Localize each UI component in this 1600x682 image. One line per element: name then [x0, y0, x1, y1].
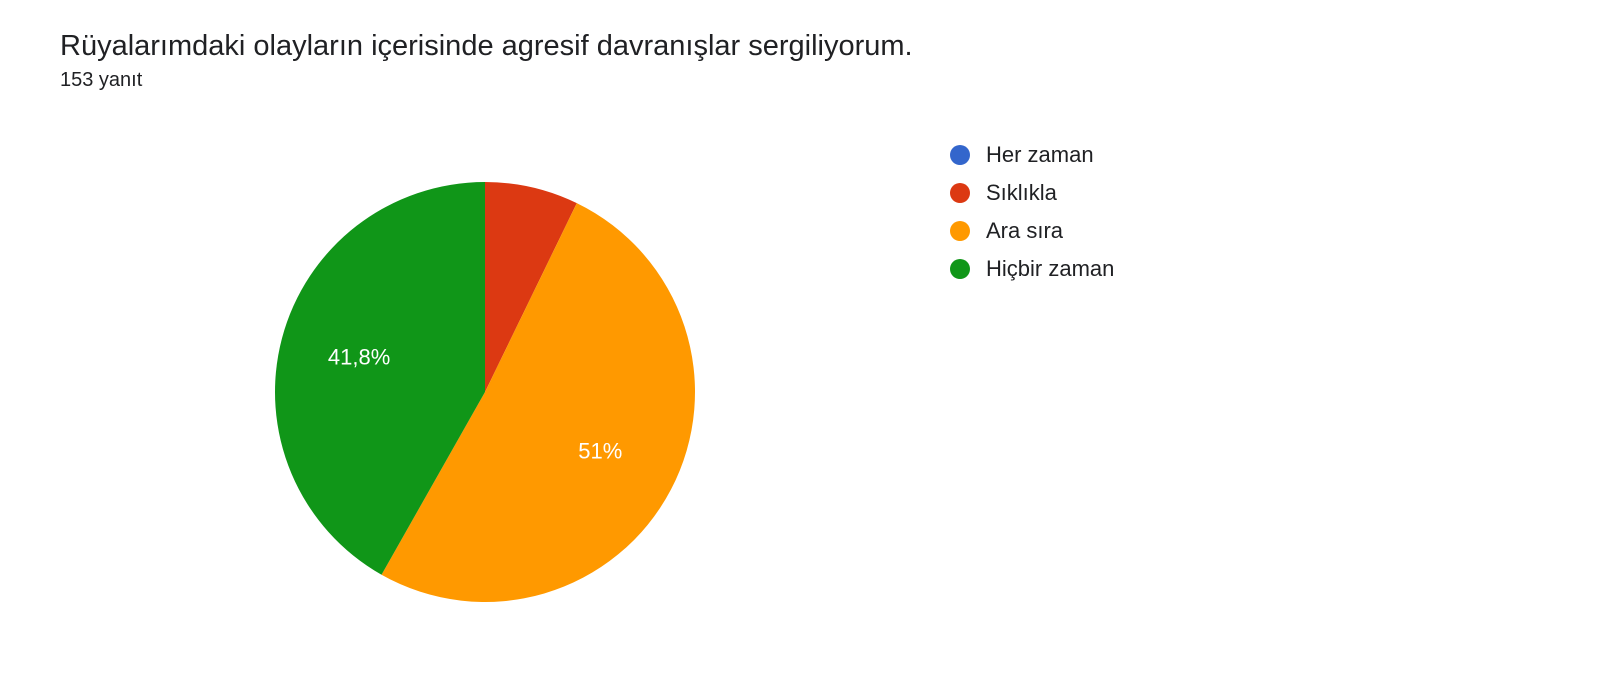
chart-legend: Her zaman Sıklıkla Ara sıra Hiçbir zaman: [950, 142, 1114, 294]
legend-item[interactable]: Ara sıra: [950, 218, 1114, 244]
chart-area: 51% 41,8% Her zaman Sıklıkla Ara sıra Hiçbir…: [60, 132, 1540, 652]
legend-dot-icon: [950, 259, 970, 279]
pie-wrap: 51% 41,8%: [60, 132, 910, 652]
pie-slice-label: 41,8%: [328, 345, 390, 370]
pie-chart: 51% 41,8%: [225, 132, 745, 652]
legend-dot-icon: [950, 221, 970, 241]
chart-container: Rüyalarımdaki olayların içerisinde agres…: [0, 0, 1600, 682]
legend-label: Sıklıkla: [986, 180, 1057, 206]
legend-label: Her zaman: [986, 142, 1094, 168]
legend-label: Ara sıra: [986, 218, 1063, 244]
chart-title: Rüyalarımdaki olayların içerisinde agres…: [60, 30, 1540, 63]
pie-slice-label: 51%: [578, 438, 622, 463]
legend-item[interactable]: Sıklıkla: [950, 180, 1114, 206]
legend-item[interactable]: Hiçbir zaman: [950, 256, 1114, 282]
legend-label: Hiçbir zaman: [986, 256, 1114, 282]
legend-dot-icon: [950, 145, 970, 165]
legend-dot-icon: [950, 183, 970, 203]
chart-subtitle: 153 yanıt: [60, 69, 1540, 92]
legend-item[interactable]: Her zaman: [950, 142, 1114, 168]
